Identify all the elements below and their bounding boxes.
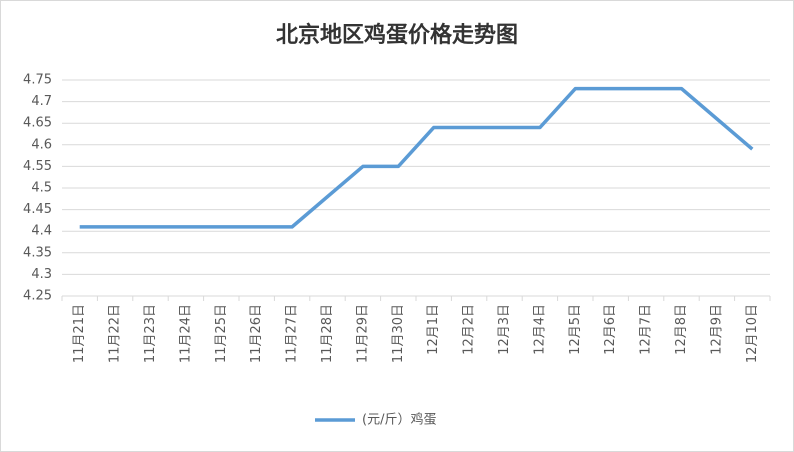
legend-label: (元/斤）鸡蛋: [362, 412, 436, 428]
x-tick-label: 11月25日: [214, 304, 229, 363]
y-tick-label: 4.75: [23, 73, 52, 88]
x-tick-label: 11月24日: [178, 304, 193, 363]
x-tick-label: 12月4日: [532, 304, 547, 355]
x-tick-label: 12月8日: [674, 304, 689, 355]
x-tick-label: 12月6日: [603, 304, 618, 355]
y-tick-label: 4.45: [23, 202, 52, 217]
x-tick-label: 12月9日: [709, 304, 724, 355]
x-tick-label: 12月5日: [568, 304, 583, 355]
chart-title: 北京地区鸡蛋价格走势图: [276, 22, 518, 48]
x-tick-label: 11月28日: [320, 304, 335, 363]
y-tick-label: 4.55: [23, 159, 52, 174]
x-tick-label: 11月30日: [391, 304, 406, 363]
y-tick-label: 4.6: [31, 137, 52, 152]
y-tick-label: 4.5: [31, 181, 52, 196]
x-tick-label: 12月10日: [745, 304, 760, 363]
y-tick-label: 4.35: [23, 245, 52, 260]
x-tick-label: 11月26日: [249, 304, 264, 363]
y-tick-label: 4.65: [23, 116, 52, 131]
x-tick-label: 12月7日: [639, 304, 654, 355]
y-tick-label: 4.3: [31, 267, 52, 282]
x-tick-label: 11月29日: [355, 304, 370, 363]
y-tick-label: 4.4: [31, 224, 52, 239]
x-tick-label: 12月2日: [462, 304, 477, 355]
x-tick-label: 11月21日: [72, 304, 87, 363]
x-tick-label: 11月22日: [108, 304, 123, 363]
x-tick-label: 12月3日: [497, 304, 512, 355]
x-tick-label: 12月1日: [426, 304, 441, 355]
y-tick-label: 4.7: [31, 94, 52, 109]
x-tick-label: 11月23日: [143, 304, 158, 363]
x-tick-label: 11月27日: [285, 304, 300, 363]
line-series: [79, 86, 754, 229]
y-tick-label: 4.25: [23, 289, 52, 304]
